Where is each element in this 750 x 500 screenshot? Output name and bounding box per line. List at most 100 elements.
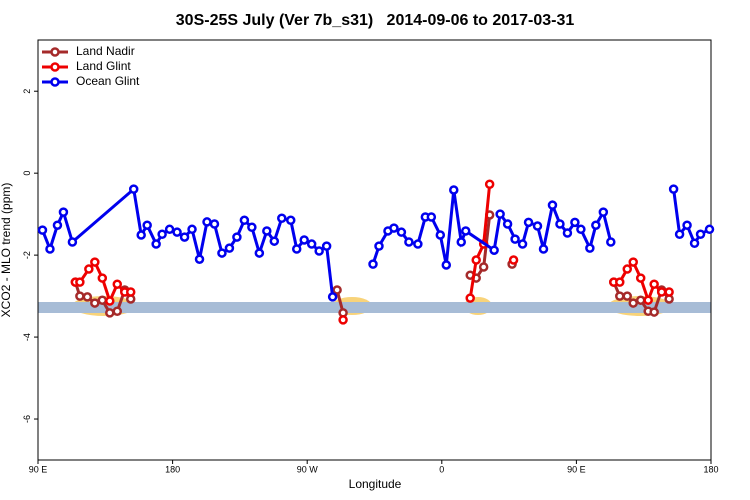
data-point (489, 245, 499, 255)
data-point (247, 222, 257, 233)
y-axis-label: XCO2 - MLO trend (ppm) (0, 183, 13, 318)
data-point (664, 287, 674, 297)
data-point (90, 257, 100, 267)
x-tick-label: 90 E (29, 464, 48, 474)
data-point (136, 230, 146, 240)
data-point (538, 244, 549, 254)
data-point (232, 232, 242, 242)
data-point (82, 292, 93, 302)
data-point (628, 257, 638, 267)
data-point (502, 219, 513, 229)
chart-title: 30S-25S July (Ver 7b_s31) 2014-09-06 to … (176, 12, 575, 29)
data-point (239, 215, 250, 226)
x-axis-label: Longitude (349, 477, 402, 491)
data-point (172, 227, 182, 237)
data-point (449, 185, 459, 195)
y-tick-label: 2 (22, 89, 32, 94)
data-point (327, 292, 338, 302)
data-point (576, 224, 586, 235)
plot-frame (37, 39, 712, 461)
data-point (368, 259, 378, 269)
data-point (67, 237, 78, 247)
data-point (532, 221, 543, 231)
data-point (585, 243, 595, 253)
data-point (277, 213, 287, 223)
data-point (674, 229, 685, 239)
data-point (45, 244, 55, 254)
legend-label: Land Nadir (76, 44, 135, 58)
data-point (224, 243, 235, 253)
data-point (396, 227, 407, 237)
legend-marker (50, 47, 60, 57)
x-tick-label: 180 (165, 464, 180, 474)
data-point (37, 225, 48, 235)
data-point (374, 241, 384, 251)
data-point (75, 277, 85, 287)
data-point (441, 260, 452, 270)
background-band (38, 296, 711, 316)
legend-marker (50, 62, 60, 72)
data-point (668, 184, 679, 194)
data-point (562, 228, 573, 238)
data-point (695, 229, 706, 239)
series-line (41, 186, 335, 298)
data-point (615, 291, 625, 301)
data-point (105, 296, 115, 306)
data-point (622, 264, 632, 274)
data-point (151, 239, 161, 249)
data-point (615, 277, 625, 287)
x-tick-label: 0 (439, 464, 444, 474)
data-point (628, 298, 638, 308)
data-point (209, 219, 220, 229)
y-tick-label: -6 (22, 415, 32, 423)
data-point (164, 224, 175, 235)
data-point (478, 262, 489, 272)
data-point (547, 200, 558, 210)
data-point (217, 248, 227, 258)
data-point (75, 291, 85, 301)
data-point (269, 236, 280, 246)
data-point (142, 220, 152, 230)
data-point (704, 224, 715, 235)
data-point (435, 230, 446, 240)
data-point (484, 179, 495, 189)
data-point (97, 273, 108, 283)
data-point (649, 307, 659, 317)
data-point (517, 239, 528, 249)
data-point (112, 279, 123, 289)
x-tick-label: 180 (703, 464, 718, 474)
data-point (52, 220, 63, 230)
data-point (321, 241, 332, 251)
data-point (338, 315, 348, 325)
data-point (389, 223, 399, 233)
data-point (606, 237, 616, 247)
data-point (649, 279, 659, 289)
data-point (643, 295, 653, 305)
data-point (523, 217, 534, 228)
data-point (635, 273, 646, 283)
data-point (510, 234, 520, 244)
data-point (254, 248, 265, 258)
data-point (187, 224, 197, 235)
data-point (179, 232, 190, 242)
data-point (456, 237, 466, 247)
data-point (202, 217, 212, 227)
data-point (125, 287, 136, 297)
data-point (495, 209, 505, 219)
data-point (112, 306, 123, 317)
legend-label: Land Glint (76, 59, 131, 73)
series-line (468, 184, 492, 299)
data-point (285, 215, 296, 226)
data-point (465, 293, 475, 303)
data-point (306, 239, 317, 249)
data-point (471, 255, 481, 265)
data-point (689, 238, 700, 248)
data-point (90, 298, 100, 308)
data-point (291, 244, 302, 254)
data-point (128, 184, 139, 194)
y-tick-label: -2 (22, 251, 32, 259)
data-point (635, 295, 646, 305)
data-point (314, 246, 324, 256)
data-point (97, 295, 108, 305)
data-point (570, 217, 580, 228)
